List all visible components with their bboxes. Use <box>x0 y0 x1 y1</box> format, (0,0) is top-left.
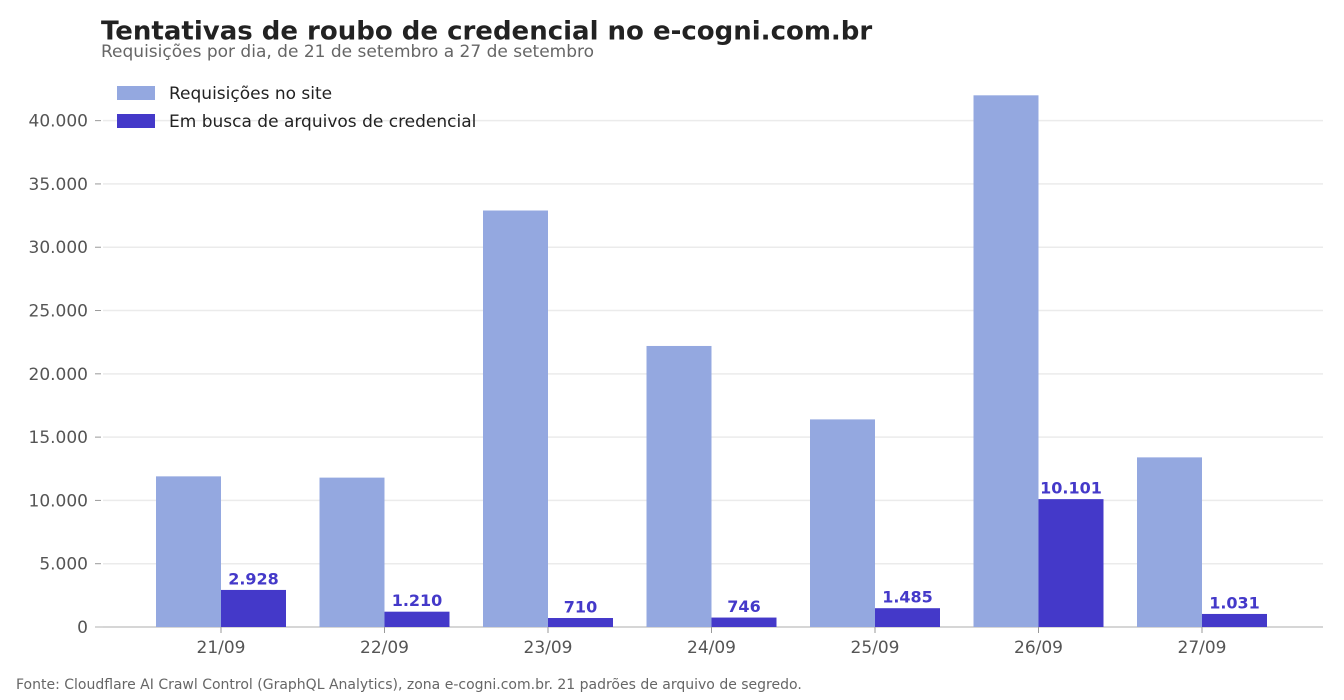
y-tick-label: 35.000 <box>29 175 88 195</box>
footnote: Fonte: Cloudflare AI Crawl Control (Grap… <box>16 677 802 693</box>
legend-swatch <box>117 114 155 128</box>
value-label: 1.031 <box>1209 593 1260 612</box>
legend-label: Em busca de arquivos de credencial <box>169 112 476 132</box>
y-tick-label: 40.000 <box>29 112 88 132</box>
bar <box>1038 499 1104 627</box>
bar <box>810 419 875 627</box>
bar <box>548 618 613 627</box>
x-tick-label: 23/09 <box>524 638 573 658</box>
legend-swatch <box>117 86 155 100</box>
bar <box>221 589 286 627</box>
bar <box>1137 457 1202 627</box>
value-label: 1.485 <box>882 588 933 607</box>
y-tick-label: 20.000 <box>29 365 88 385</box>
value-label: 2.928 <box>228 569 279 588</box>
bar <box>384 611 450 627</box>
x-tick-label: 27/09 <box>1178 638 1227 658</box>
value-label: 746 <box>727 597 760 616</box>
bar <box>156 476 221 627</box>
value-label: 710 <box>564 598 597 617</box>
value-label: 1.210 <box>392 591 443 610</box>
y-tick-label: 15.000 <box>29 428 88 448</box>
x-tick-label: 25/09 <box>851 638 900 658</box>
bar <box>711 617 777 627</box>
chart-subtitle: Requisições por dia, de 21 de setembro a… <box>101 42 594 62</box>
bar <box>646 345 712 627</box>
y-tick-label: 0 <box>77 618 88 638</box>
y-tick-label: 10.000 <box>29 491 88 511</box>
x-tick-label: 26/09 <box>1014 638 1063 658</box>
chart-title: Tentativas de roubo de credencial no e-c… <box>101 17 872 47</box>
y-tick-label: 5.000 <box>39 555 88 575</box>
value-label: 10.101 <box>1040 479 1102 498</box>
bar <box>875 608 940 627</box>
x-tick-label: 24/09 <box>687 638 736 658</box>
x-tick-label: 22/09 <box>360 638 409 658</box>
legend-label: Requisições no site <box>169 84 332 104</box>
bar <box>973 95 1039 628</box>
y-tick-label: 25.000 <box>29 302 88 322</box>
bar <box>319 477 385 627</box>
bar <box>1202 613 1267 627</box>
y-tick-label: 30.000 <box>29 238 88 258</box>
x-tick-label: 21/09 <box>197 638 246 658</box>
bar <box>483 210 548 627</box>
